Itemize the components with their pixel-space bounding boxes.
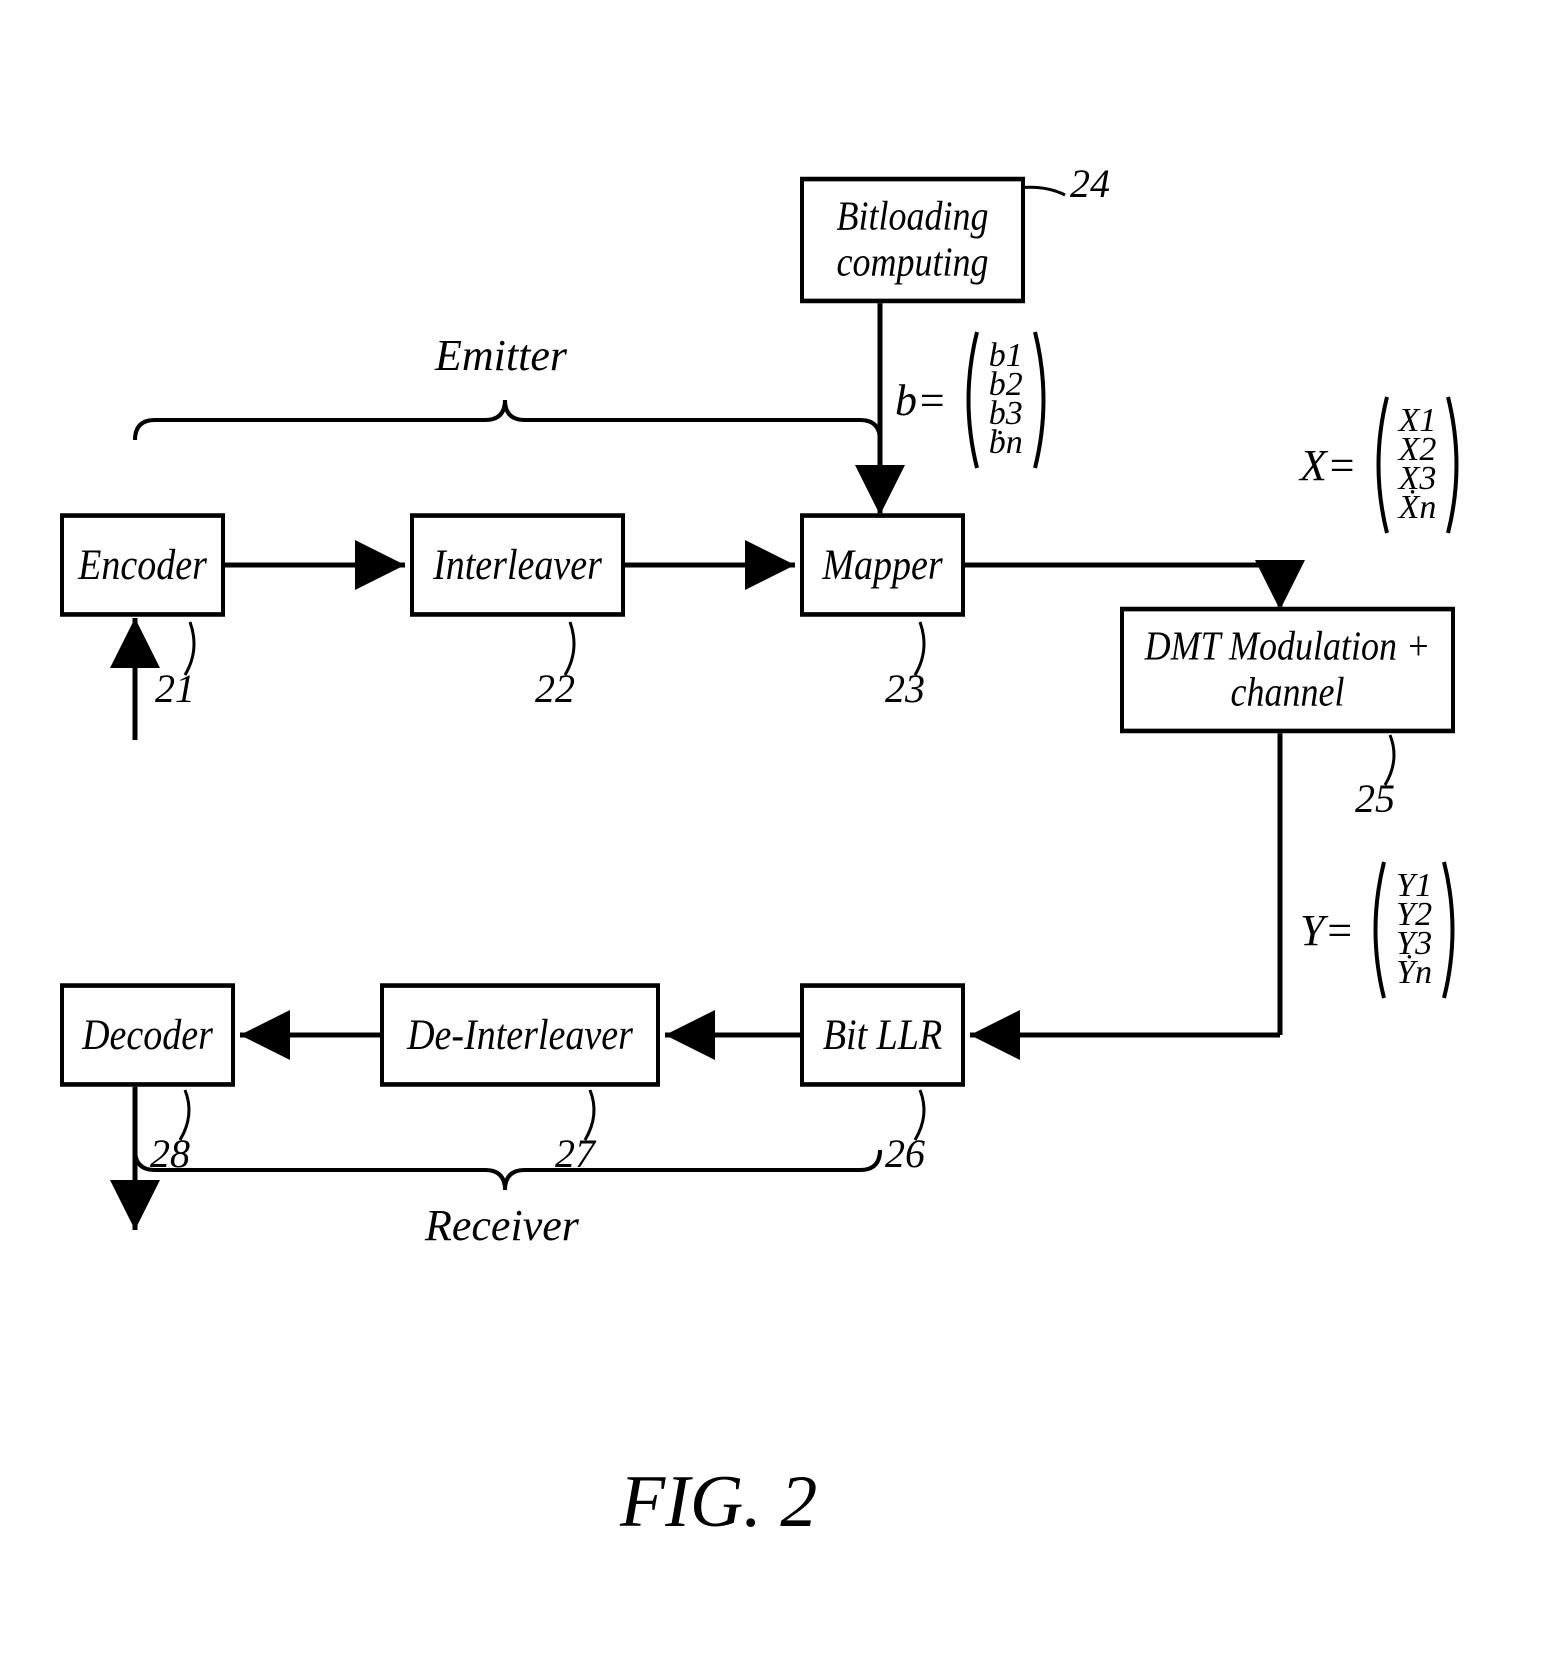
- bn: ḃn: [989, 429, 1023, 458]
- deinterleaver-text: De-Interleaver: [407, 1010, 633, 1061]
- receiver-label: Receiver: [425, 1200, 579, 1251]
- paren-close-x: [1440, 395, 1470, 535]
- vector-x-stack: X1 X2 X3 Ẋn: [1399, 407, 1437, 523]
- yn: Ẏn: [1396, 959, 1432, 988]
- dmt-block: DMT Modulation + channel: [1120, 607, 1455, 734]
- bitloading-text: Bitloading computing: [804, 194, 1021, 285]
- interleaver-block: Interleaver: [410, 513, 625, 617]
- figure-caption: FIG. 2: [620, 1460, 817, 1545]
- xn: Ẋn: [1399, 494, 1437, 523]
- paren-close-b: [1027, 330, 1057, 470]
- num-27: 27: [555, 1130, 595, 1177]
- decoder-block: Decoder: [60, 983, 235, 1087]
- paren-open-b: [955, 330, 985, 470]
- bitllr-block: Bit LLR: [800, 983, 965, 1087]
- num-23: 23: [885, 665, 925, 712]
- encoder-block: Encoder: [60, 513, 225, 617]
- bitloading-block: Bitloading computing: [800, 177, 1025, 304]
- vector-b-prefix: b=: [895, 375, 947, 426]
- vector-x-prefix: X=: [1300, 440, 1357, 491]
- mapper-text: Mapper: [822, 540, 942, 591]
- emitter-label: Emitter: [435, 330, 567, 381]
- paren-close-y: [1436, 860, 1466, 1000]
- vector-x: X= X1 X2 X3 Ẋn: [1300, 395, 1470, 535]
- num-22: 22: [535, 665, 575, 712]
- vector-y-stack: Y1 Y2 Y3 Ẏn: [1396, 872, 1432, 988]
- vector-y-prefix: Y=: [1300, 905, 1354, 956]
- dmt-text: DMT Modulation + channel: [1130, 624, 1445, 715]
- arrows-svg: [40, 40, 1518, 1634]
- diagram-container: Emitter Receiver Encoder 21 Interleaver …: [40, 40, 1518, 1634]
- vector-b-stack: b1 b2 b3 ḃn: [989, 342, 1023, 458]
- vector-y: Y= Y1 Y2 Y3 Ẏn: [1300, 860, 1466, 1000]
- bitllr-text: Bit LLR: [823, 1010, 942, 1061]
- vector-b: b= b1 b2 b3 ḃn: [895, 330, 1057, 470]
- interleaver-text: Interleaver: [433, 540, 602, 591]
- decoder-text: Decoder: [82, 1010, 213, 1061]
- num-21: 21: [155, 665, 195, 712]
- encoder-text: Encoder: [78, 540, 207, 591]
- num-28: 28: [150, 1130, 190, 1177]
- deinterleaver-block: De-Interleaver: [380, 983, 660, 1087]
- num-26: 26: [885, 1130, 925, 1177]
- paren-open-x: [1365, 395, 1395, 535]
- num-25: 25: [1355, 775, 1395, 822]
- paren-open-y: [1362, 860, 1392, 1000]
- num-24: 24: [1070, 160, 1110, 207]
- mapper-block: Mapper: [800, 513, 965, 617]
